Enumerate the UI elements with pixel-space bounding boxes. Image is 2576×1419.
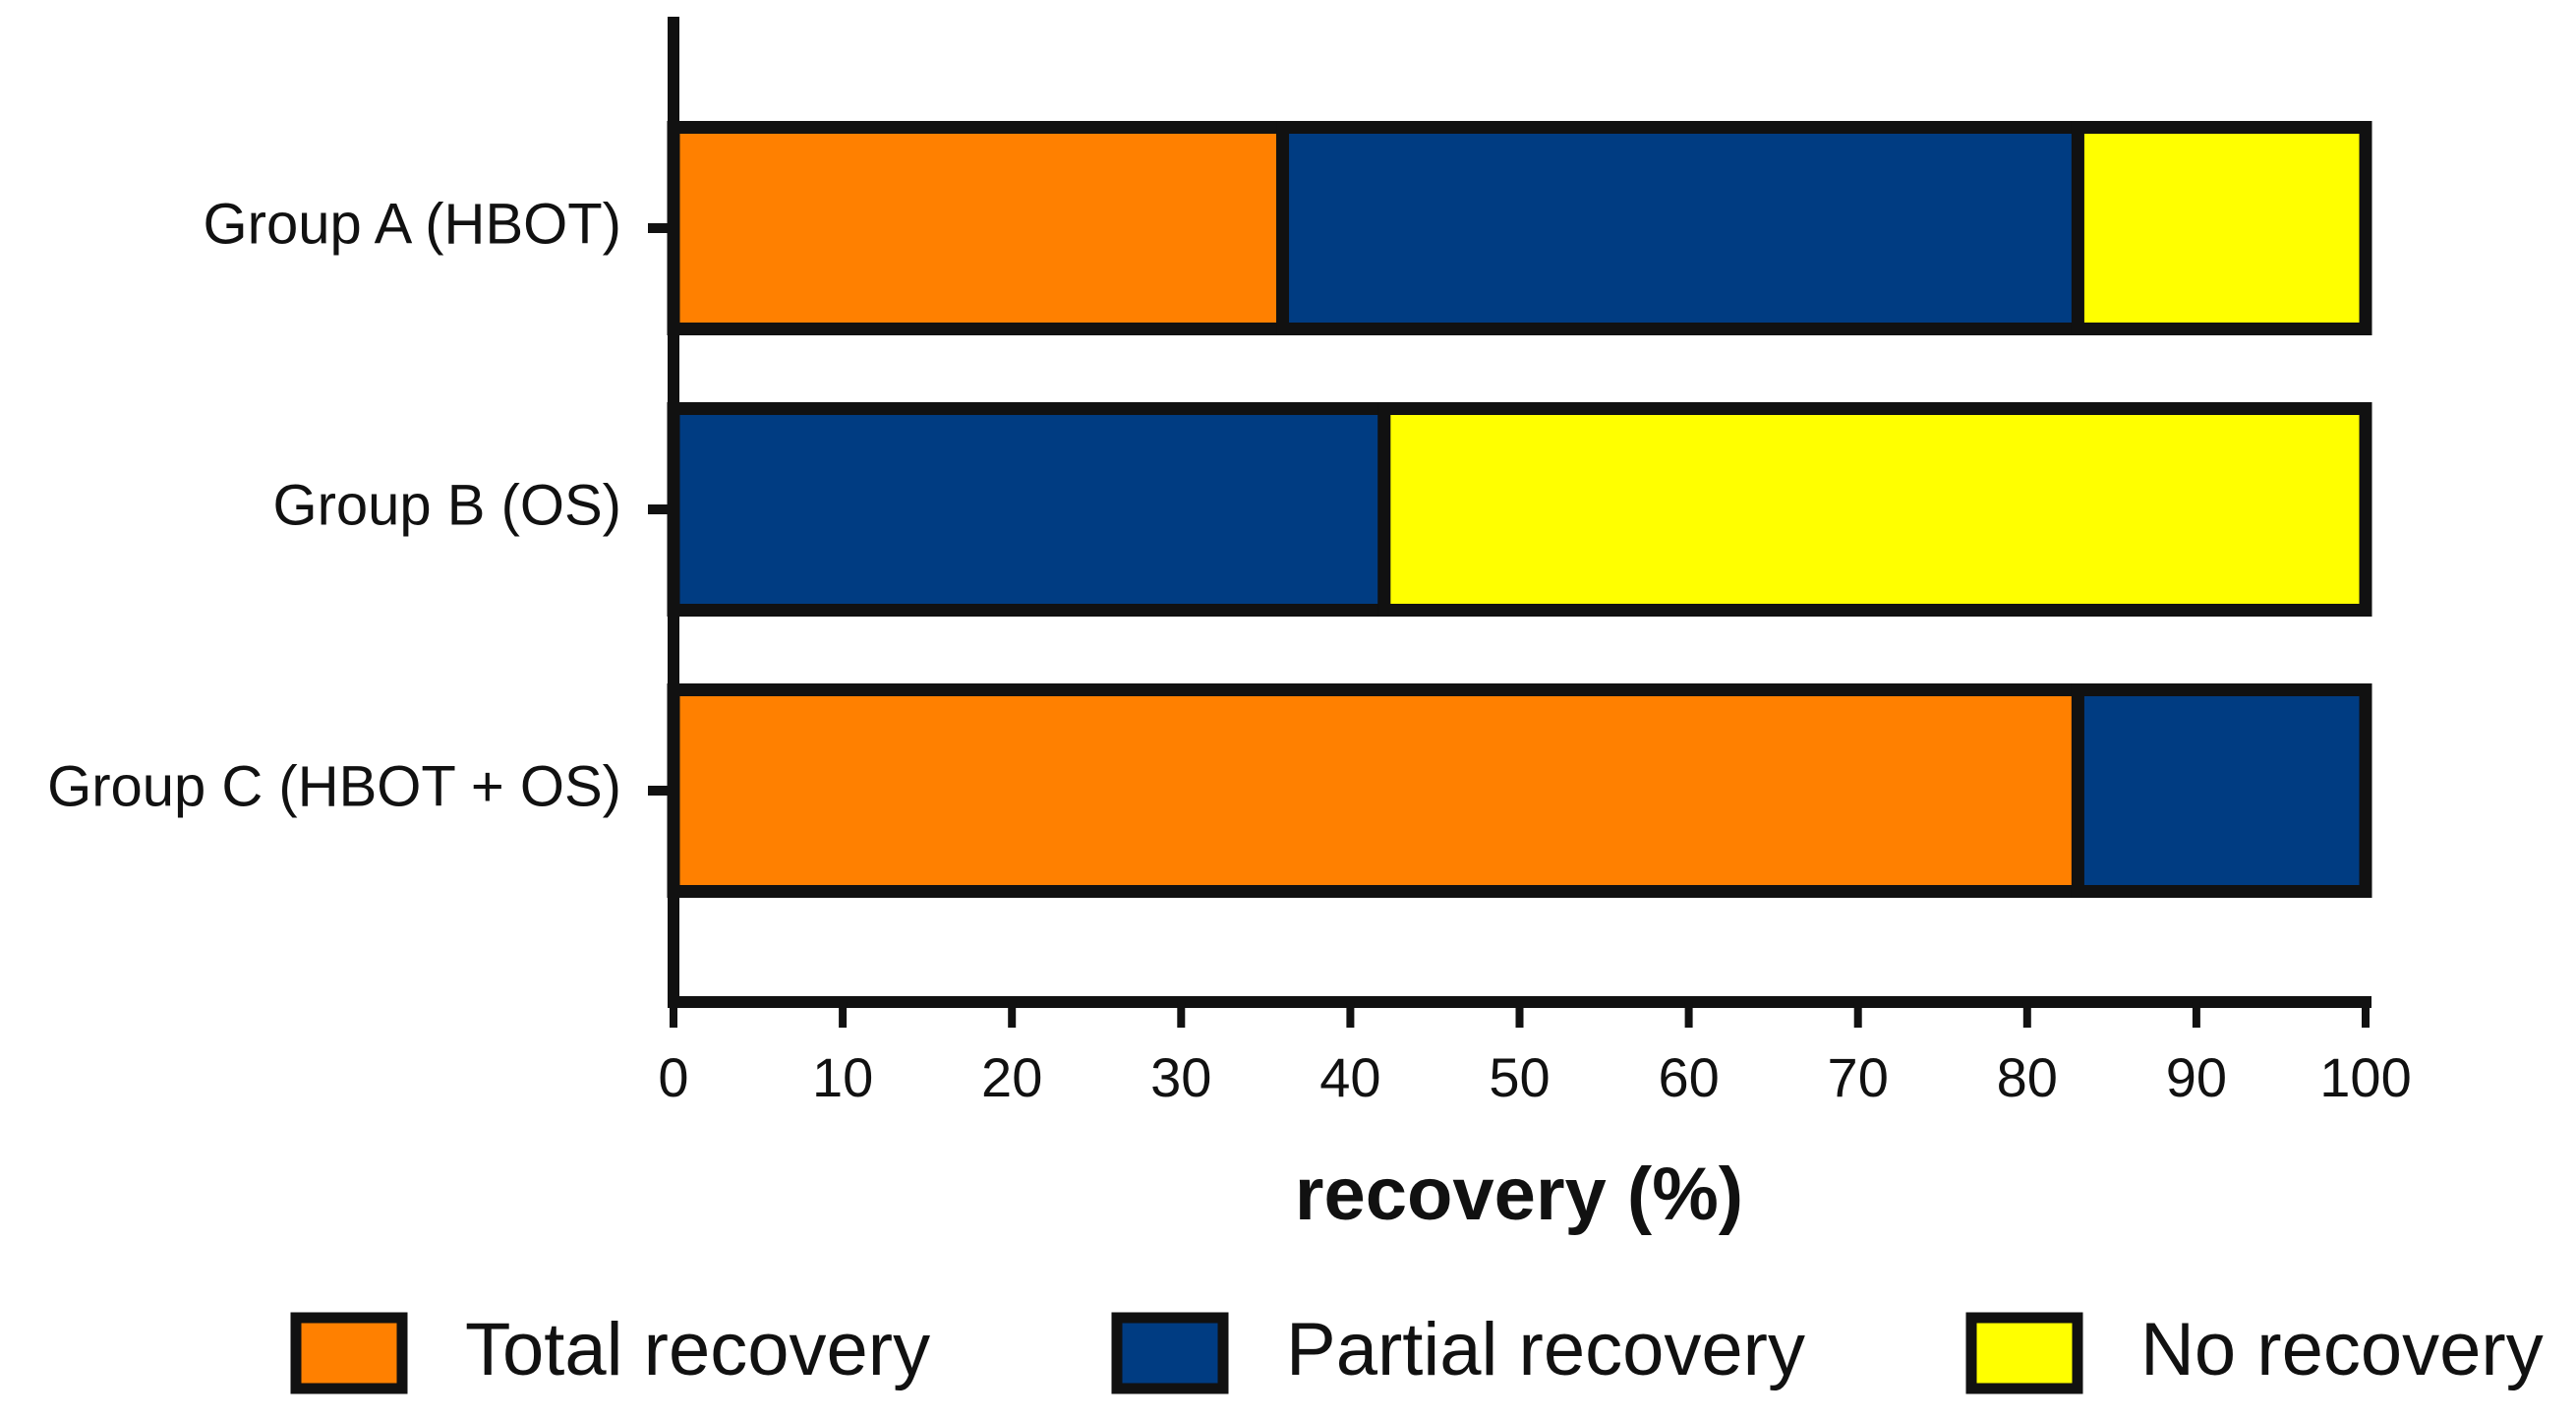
x-tick-label: 60 xyxy=(1658,1046,1719,1108)
legend-swatch xyxy=(1965,1312,2083,1394)
legend-label: No recovery xyxy=(2140,1308,2544,1391)
bar-segment xyxy=(667,683,2084,898)
bar-segment xyxy=(2071,683,2372,898)
x-tick-label: 90 xyxy=(2166,1046,2227,1108)
x-tick-label: 0 xyxy=(658,1046,688,1108)
bar-segment xyxy=(2071,121,2372,335)
y-tick-label: Group A (HBOT) xyxy=(204,192,621,256)
legend-swatch xyxy=(1111,1312,1229,1394)
x-tick-label: 80 xyxy=(1997,1046,2058,1108)
x-axis-title: recovery (%) xyxy=(1295,1153,1743,1236)
bar-segment xyxy=(1377,402,2372,617)
y-tick-label: Group B (OS) xyxy=(272,473,621,537)
legend-label: Partial recovery xyxy=(1286,1308,1805,1391)
x-tick-label: 70 xyxy=(1828,1046,1889,1108)
x-tick-label: 30 xyxy=(1150,1046,1211,1108)
x-tick-label: 20 xyxy=(981,1046,1042,1108)
x-tick-label: 50 xyxy=(1489,1046,1550,1108)
legend-label: Total recovery xyxy=(465,1308,930,1391)
bar-segment xyxy=(667,121,1290,335)
x-tick-label: 100 xyxy=(2319,1046,2411,1108)
x-tick-label: 10 xyxy=(812,1046,873,1108)
bar-segment xyxy=(667,402,1391,617)
bar-segment xyxy=(1276,121,2084,335)
legend-swatch xyxy=(290,1312,408,1394)
y-tick-label: Group C (HBOT + OS) xyxy=(47,754,621,818)
x-tick-label: 40 xyxy=(1319,1046,1380,1108)
